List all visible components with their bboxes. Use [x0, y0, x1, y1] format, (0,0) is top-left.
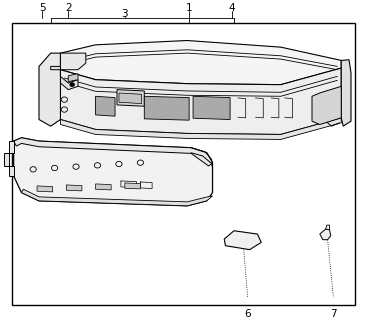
Bar [12, 23, 355, 305]
Polygon shape [96, 96, 115, 116]
Polygon shape [14, 138, 213, 206]
Polygon shape [96, 184, 111, 190]
Polygon shape [125, 183, 140, 189]
Polygon shape [60, 53, 86, 70]
Text: 6: 6 [245, 309, 251, 319]
Polygon shape [144, 96, 189, 120]
Polygon shape [39, 53, 60, 126]
Text: 4: 4 [229, 3, 235, 13]
Polygon shape [326, 225, 330, 230]
Polygon shape [341, 60, 351, 126]
Polygon shape [68, 74, 78, 82]
Text: 2: 2 [65, 3, 71, 13]
Polygon shape [60, 68, 341, 134]
Polygon shape [117, 90, 144, 106]
Polygon shape [119, 93, 142, 104]
Polygon shape [37, 186, 53, 192]
Text: 7: 7 [330, 309, 337, 319]
Polygon shape [4, 141, 14, 176]
Polygon shape [60, 118, 341, 139]
Polygon shape [320, 229, 331, 240]
Polygon shape [193, 96, 230, 120]
Text: 1: 1 [186, 3, 192, 13]
Polygon shape [66, 185, 82, 191]
Polygon shape [312, 86, 341, 124]
Polygon shape [224, 231, 261, 250]
Polygon shape [60, 41, 341, 85]
Polygon shape [51, 66, 78, 90]
Polygon shape [21, 189, 213, 206]
Polygon shape [14, 138, 213, 166]
Circle shape [70, 83, 74, 87]
Text: 5: 5 [39, 3, 45, 13]
Text: 3: 3 [122, 9, 128, 19]
